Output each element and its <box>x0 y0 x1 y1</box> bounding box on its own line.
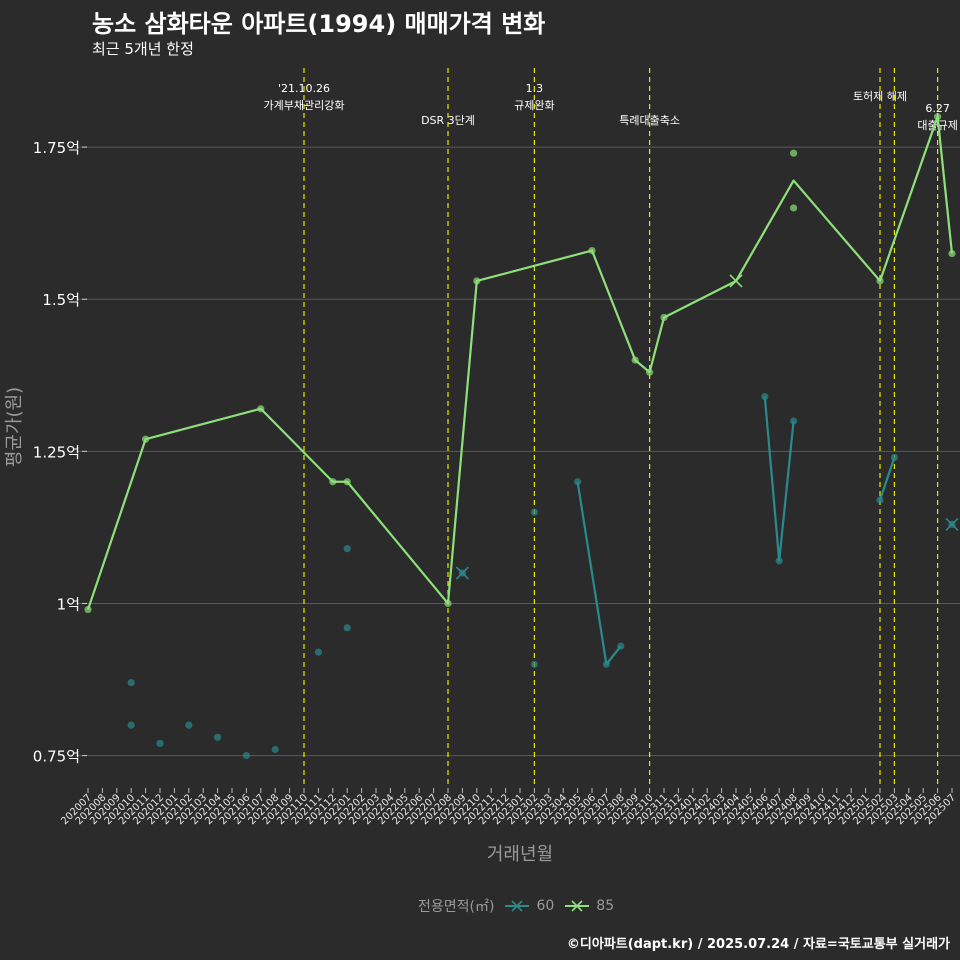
series-85-point <box>790 204 798 212</box>
series-60-line <box>576 481 622 666</box>
y-tick-label: 0.75억 <box>33 748 80 766</box>
legend-item-85: 85 <box>564 898 614 914</box>
chart-plot: 0.75억1억1.25억1.5억1.75억2020072020082020092… <box>4 68 960 865</box>
series-85-point <box>588 246 596 255</box>
series-85-point <box>444 599 452 608</box>
legend-title: 전용면적(㎡) <box>418 899 495 915</box>
series-60-point <box>574 478 582 486</box>
y-tick-label: 1억 <box>57 595 80 613</box>
series-60-cross <box>945 517 959 531</box>
series-85-cross <box>729 274 743 288</box>
series-85-point <box>948 249 956 258</box>
series-60-point <box>242 751 250 760</box>
series-60-point <box>314 648 322 656</box>
series-85-point <box>329 478 337 486</box>
chart-title: 농소 삼화타운 아파트(1994) 매매가격 변화 <box>92 10 546 38</box>
series-60-point <box>617 642 625 650</box>
y-tick-label: 1.75억 <box>33 139 80 157</box>
legend: 전용면적(㎡) 60 85 <box>418 896 614 916</box>
series-60-point <box>876 496 884 504</box>
event-label: 특례대출축소 <box>619 114 680 127</box>
event-label: '21.10.26 <box>278 82 330 95</box>
event-label: 토허제 해제 <box>853 89 907 103</box>
series-60-point <box>530 508 539 516</box>
series-60-line <box>763 396 795 562</box>
series-60-point <box>343 545 351 553</box>
series-85-point <box>790 149 798 157</box>
series-85-point <box>257 405 265 413</box>
series-85-point <box>660 313 668 322</box>
series-60-point <box>127 678 135 687</box>
series-60-point <box>530 660 539 668</box>
event-label: 6.27 <box>925 102 950 115</box>
series-85-point <box>343 478 351 486</box>
series-60-point <box>602 660 611 668</box>
x-axis-title: 거래년월 <box>487 844 553 865</box>
series-60-point <box>127 721 135 729</box>
event-label: 규제완화 <box>514 99 554 112</box>
series-85-point <box>473 277 481 285</box>
y-axis-title: 평균가(원) <box>4 387 25 467</box>
series-85-point <box>876 277 884 285</box>
series-60-point <box>790 417 798 425</box>
series-60-cross <box>455 566 469 580</box>
y-tick-label: 1.5억 <box>42 291 80 309</box>
legend-label-60: 60 <box>536 898 555 914</box>
series-85-point <box>631 356 639 364</box>
event-label: DSR 3단계 <box>421 114 475 127</box>
series-85-point <box>84 605 92 614</box>
series-60-point <box>214 733 222 741</box>
series-60-point <box>271 745 279 754</box>
series-85-point <box>934 113 942 121</box>
legend-item-60: 60 <box>504 898 554 914</box>
series-60-point <box>775 557 783 565</box>
legend-swatch-60 <box>505 900 530 912</box>
series-85-point <box>646 368 654 376</box>
legend-swatch-85 <box>565 900 590 912</box>
y-tick-label: 1.25억 <box>33 443 80 461</box>
legend-label-85: 85 <box>596 898 615 914</box>
event-label: 1.3 <box>526 82 544 95</box>
series-85-line <box>86 115 954 610</box>
series-60-point <box>761 392 769 401</box>
series-60-point <box>890 453 899 462</box>
chart-subtitle: 최근 5개년 한정 <box>92 40 194 58</box>
source-caption: ©디아파트(dapt.kr) / 2025.07.24 / 자료=국토교통부 실… <box>566 937 950 952</box>
series-85-point <box>142 435 150 443</box>
series-60-point <box>185 721 193 729</box>
series-60-line <box>878 457 896 501</box>
series-60-point <box>343 624 351 632</box>
event-label: 가계부채관리강화 <box>264 99 345 112</box>
series-60-point <box>156 739 164 748</box>
